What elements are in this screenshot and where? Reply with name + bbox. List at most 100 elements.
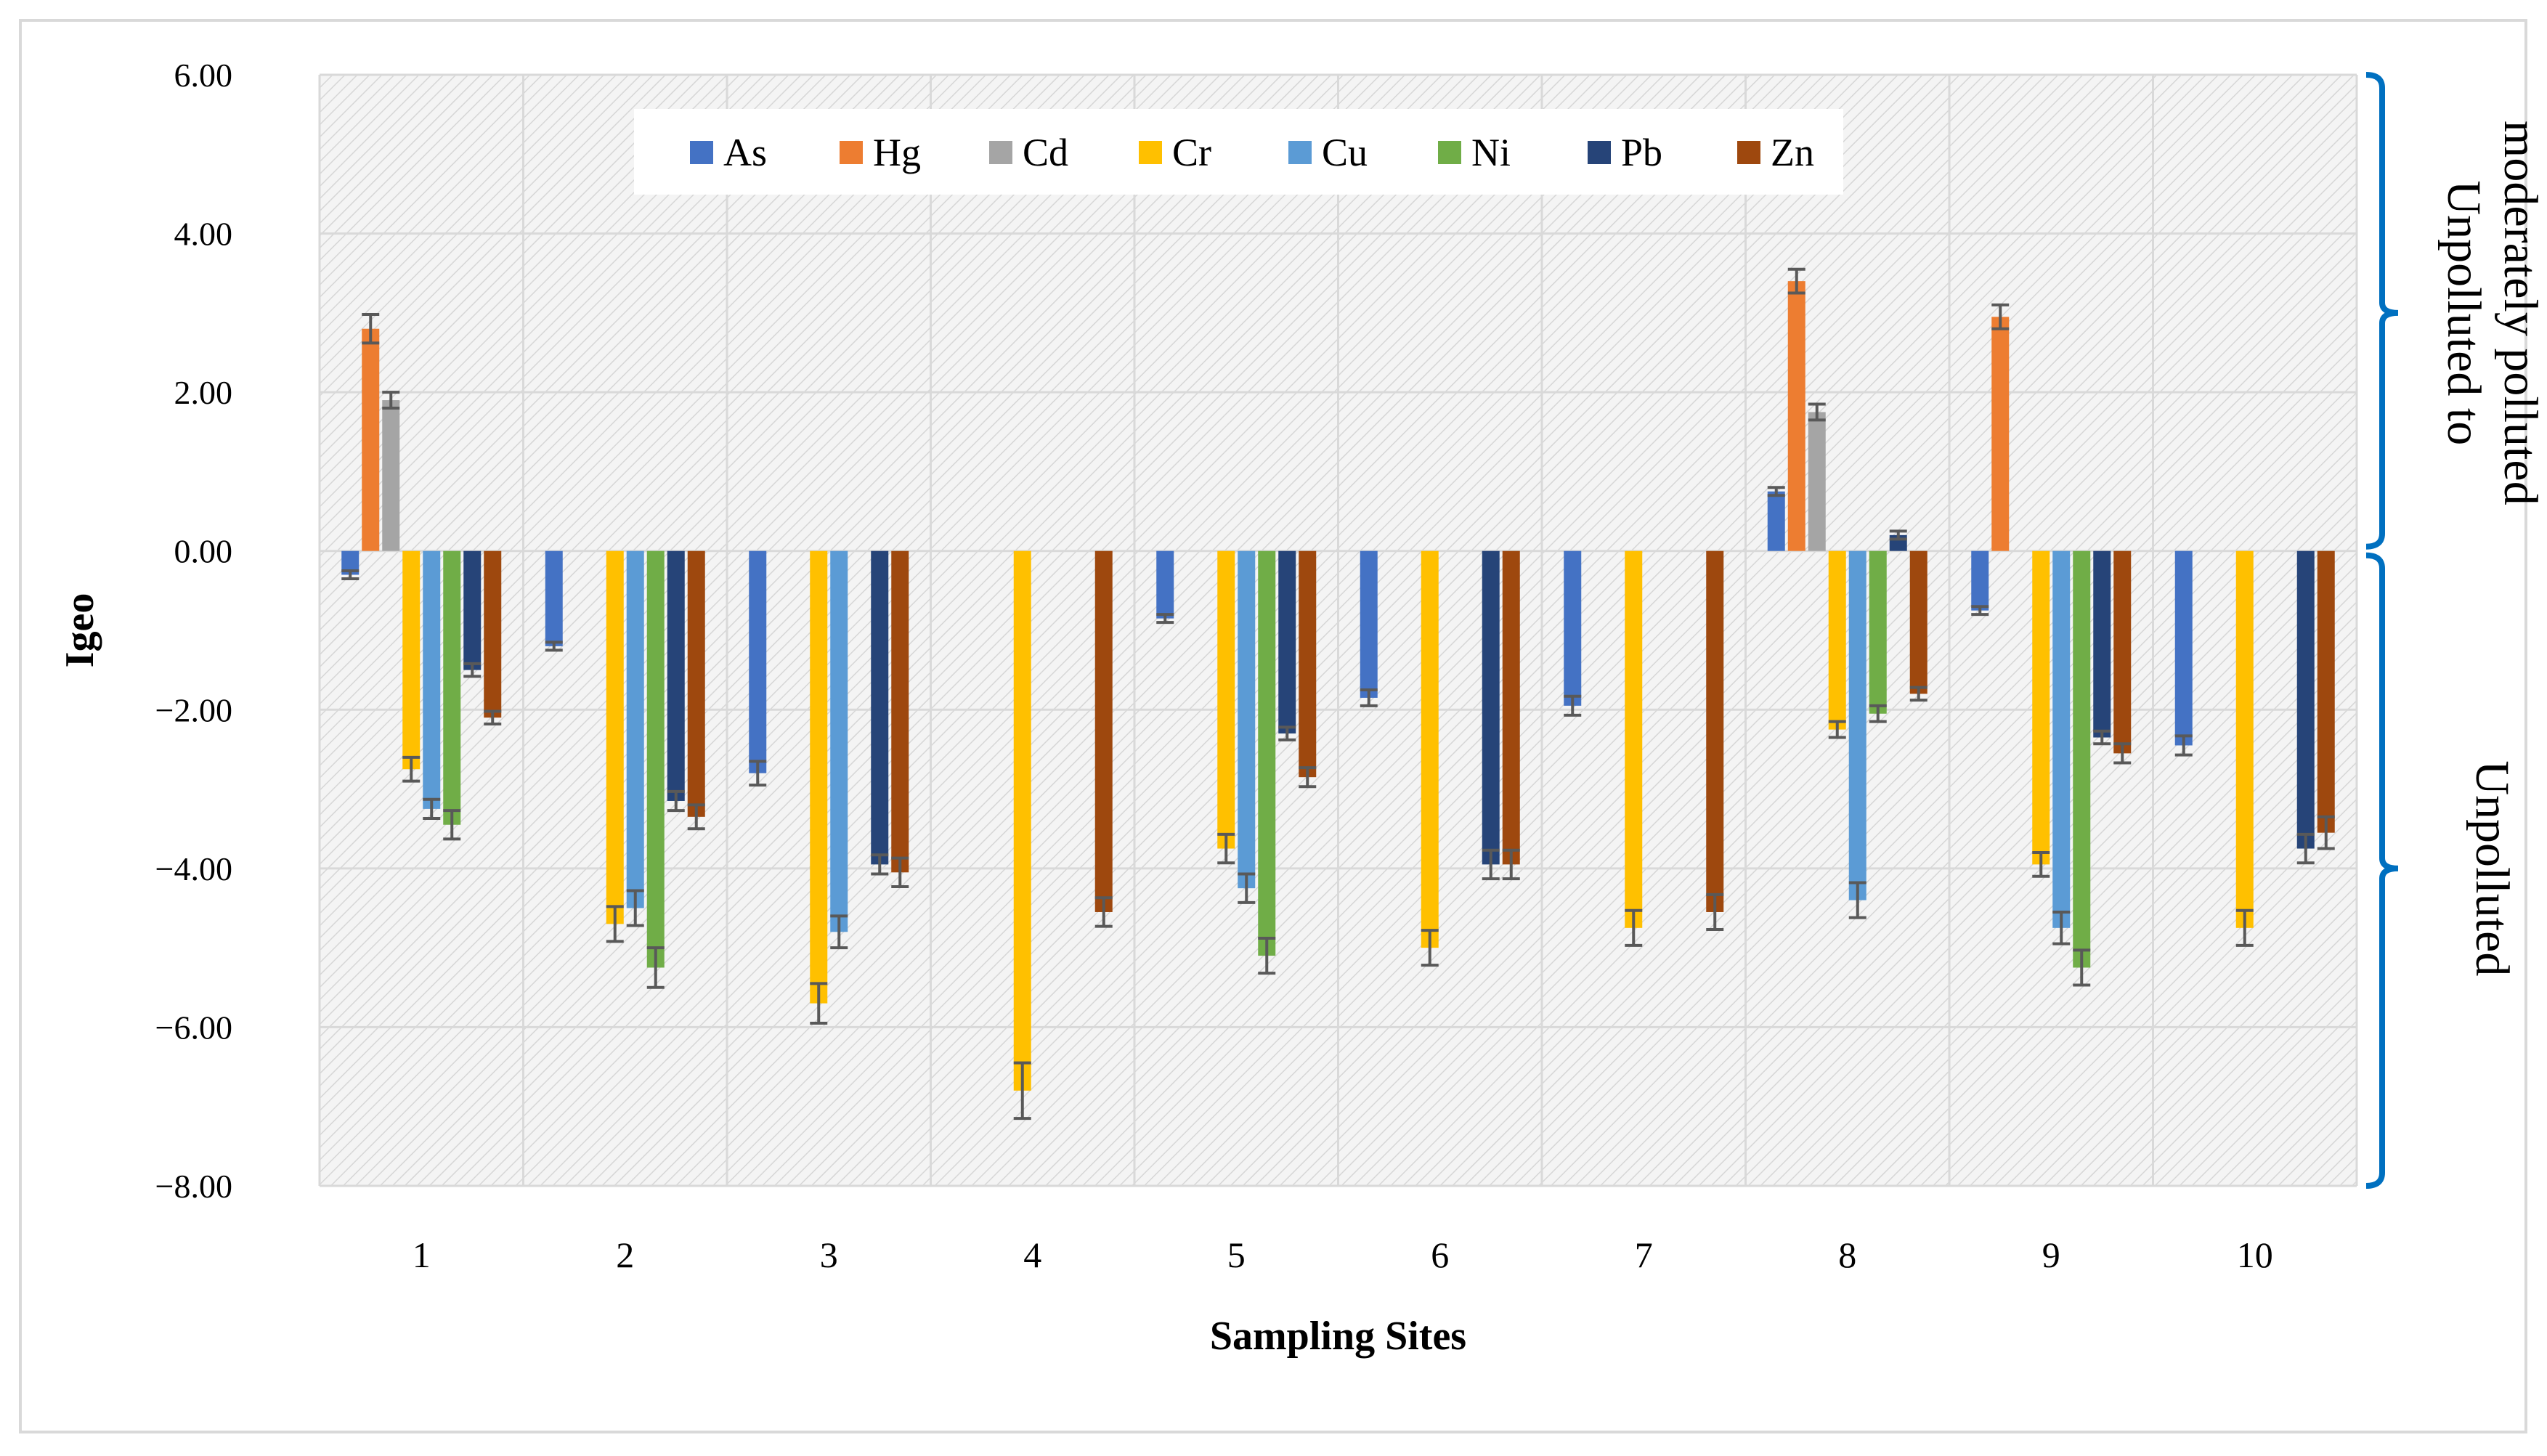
bar-pb-site-2: [667, 550, 685, 801]
legend-swatch-as: [690, 141, 713, 164]
y-axis-ticks: 6.00 4.00 2.00 0.00 −2.00 −4.00 −6.00 −8.00: [155, 57, 232, 1205]
x-tick-label: 6: [1431, 1235, 1449, 1275]
bar-pb-site-6: [1482, 550, 1500, 865]
legend-label-ni: Ni: [1471, 131, 1511, 174]
bar-cr-site-5: [1217, 550, 1235, 849]
bar-zn-site-6: [1502, 550, 1520, 865]
legend-swatch-cr: [1139, 141, 1162, 164]
bar-cr-site-4: [1013, 550, 1031, 1091]
y-axis-label: Igeo: [57, 593, 102, 668]
annotation-label: Unpolluted: [2466, 760, 2519, 976]
bar-cu-site-8: [1848, 550, 1866, 900]
x-tick-label: 5: [1227, 1235, 1246, 1275]
bar-cu-site-5: [1238, 550, 1256, 889]
legend-label-cd: Cd: [1023, 131, 1068, 174]
legend-label-cr: Cr: [1172, 131, 1211, 174]
x-axis-label: Sampling Sites: [1210, 1314, 1466, 1359]
bar-ni-site-8: [1869, 550, 1887, 714]
bar-cu-site-1: [423, 550, 441, 809]
bar-ni-site-2: [646, 550, 665, 968]
legend: As Hg Cd Cr Cu Ni Pb Zn: [634, 109, 1843, 195]
x-tick-label: 1: [413, 1235, 431, 1275]
bar-cr-site-1: [402, 550, 421, 770]
legend-swatch-ni: [1438, 141, 1461, 164]
bar-ni-site-1: [443, 550, 461, 825]
annotation-label: moderately polluted: [2494, 121, 2547, 505]
y-tick-label: −4.00: [155, 850, 232, 887]
y-tick-label: 0.00: [174, 533, 233, 570]
x-axis-ticks: 1 2 3 4 5 6 7 8 9 10: [413, 1235, 2273, 1275]
bar-zn-site-10: [2317, 550, 2335, 833]
bar-hg-site-1: [362, 328, 380, 551]
pollution-brackets: Unpolluted to moderately polluted Unpollut…: [2365, 72, 2547, 1189]
bar-as-site-2: [545, 550, 563, 646]
bar-cr-site-7: [1625, 550, 1643, 928]
legend-box: [634, 109, 1843, 195]
bar-pb-site-1: [463, 550, 482, 670]
bar-as-site-7: [1564, 550, 1582, 706]
x-tick-label: 3: [820, 1235, 838, 1275]
bar-ni-site-5: [1258, 550, 1276, 956]
bar-zn-site-8: [1909, 550, 1927, 694]
bar-as-site-3: [749, 550, 767, 773]
bar-cr-site-2: [606, 550, 624, 924]
legend-swatch-cd: [989, 141, 1012, 164]
bar-pb-site-3: [871, 550, 889, 865]
legend-swatch-cu: [1288, 141, 1312, 164]
bar-zn-site-4: [1094, 550, 1113, 912]
annotation-label: Unpolluted to: [2437, 180, 2490, 445]
bar-cr-site-8: [1828, 550, 1846, 730]
bar-ni-site-9: [2073, 550, 2091, 968]
y-tick-label: −6.00: [155, 1009, 232, 1046]
x-tick-label: 2: [616, 1235, 634, 1275]
x-tick-label: 10: [2237, 1235, 2273, 1275]
bar-zn-site-1: [484, 550, 502, 718]
bar-as-site-5: [1156, 550, 1174, 619]
y-tick-label: 6.00: [174, 57, 233, 94]
x-tick-label: 9: [2042, 1235, 2060, 1275]
bar-zn-site-3: [891, 550, 909, 873]
bar-zn-site-9: [2113, 550, 2132, 754]
bar-cr-site-6: [1421, 550, 1439, 948]
bar-as-site-10: [2174, 550, 2193, 746]
bar-zn-site-7: [1706, 550, 1724, 912]
bar-hg-site-8: [1787, 281, 1805, 551]
bars: [341, 281, 2335, 1091]
bar-zn-site-5: [1299, 550, 1317, 778]
bar-cr-site-10: [2235, 550, 2254, 928]
bracket-moderately-polluted: [2365, 72, 2399, 550]
legend-label-cu: Cu: [1322, 131, 1368, 174]
bar-zn-site-2: [687, 550, 705, 817]
legend-swatch-hg: [840, 141, 863, 164]
bar-cu-site-9: [2052, 550, 2071, 928]
bar-pb-site-5: [1278, 550, 1296, 734]
legend-label-zn: Zn: [1771, 131, 1814, 174]
bar-cr-site-3: [810, 550, 828, 1004]
bar-as-site-8: [1767, 491, 1785, 551]
bar-hg-site-9: [1991, 317, 2010, 551]
bar-cd-site-8: [1808, 412, 1826, 551]
legend-swatch-pb: [1588, 141, 1611, 164]
bar-as-site-9: [1971, 550, 1989, 611]
bar-pb-site-10: [2296, 550, 2315, 849]
x-tick-label: 7: [1635, 1235, 1653, 1275]
legend-label-hg: Hg: [873, 131, 921, 174]
bar-pb-site-9: [2093, 550, 2111, 738]
y-tick-label: −8.00: [155, 1168, 232, 1205]
bar-cd-site-1: [382, 400, 400, 551]
x-tick-label: 8: [1838, 1235, 1856, 1275]
y-tick-label: 4.00: [174, 216, 233, 253]
legend-label-as: As: [723, 131, 767, 174]
error-bars: [341, 267, 2335, 1121]
y-tick-label: 2.00: [174, 374, 233, 411]
bar-as-site-6: [1360, 550, 1378, 698]
y-tick-label: −2.00: [155, 691, 232, 728]
bar-cu-site-2: [626, 550, 644, 908]
bar-cr-site-9: [2032, 550, 2050, 865]
legend-swatch-zn: [1737, 141, 1760, 164]
legend-label-pb: Pb: [1621, 131, 1662, 174]
bracket-unpolluted: [2365, 552, 2399, 1189]
x-tick-label: 4: [1023, 1235, 1041, 1275]
